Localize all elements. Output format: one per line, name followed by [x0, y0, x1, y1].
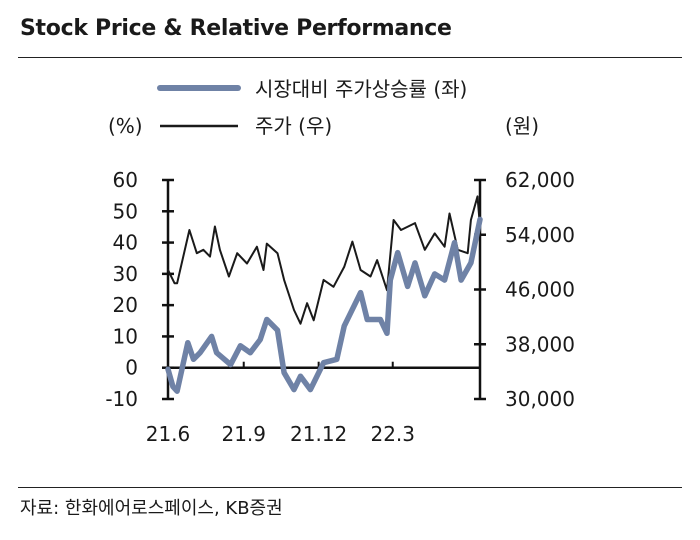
right-tick-label: 54,000 — [505, 223, 575, 247]
right-tick-label: 38,000 — [505, 332, 575, 356]
stock-price-line — [167, 195, 481, 325]
left-axis-unit: (%) — [108, 114, 143, 138]
chart: 시장대비 주가상승률 (좌) 주가 (우) (%) (원) 60 50 40 30 20… — [105, 77, 575, 446]
relative-performance-line — [165, 216, 483, 394]
right-tick-label: 46,000 — [505, 278, 575, 302]
legend-label-relative: 시장대비 주가상승률 (좌) — [255, 77, 467, 101]
legend: 시장대비 주가상승률 (좌) 주가 (우) (%) (원) — [108, 77, 539, 138]
left-tick-label: 30 — [113, 262, 138, 286]
chart-title: Stock Price & Relative Performance — [20, 16, 452, 41]
right-tick-label: 62,000 — [505, 168, 575, 192]
left-tick-label: 50 — [113, 199, 138, 223]
right-axis-unit: (원) — [505, 114, 539, 138]
right-tick-label: 30,000 — [505, 387, 575, 411]
axes: 60 50 40 30 20 10 0 -10 62,000 54,000 46,000 38,000… — [105, 168, 575, 446]
x-tick-label: 21.6 — [146, 422, 191, 446]
left-tick-label: 40 — [113, 231, 138, 255]
legend-label-price: 주가 (우) — [255, 114, 332, 138]
source-note: 자료: 한화에어로스페이스, KB증권 — [20, 498, 283, 519]
x-tick-label: 22.3 — [370, 422, 415, 446]
bottom-divider — [18, 487, 682, 488]
top-divider — [18, 57, 682, 58]
left-tick-label: -10 — [105, 387, 138, 411]
x-tick-label: 21.12 — [290, 422, 347, 446]
series-lines — [165, 195, 483, 394]
left-tick-label: 10 — [113, 324, 138, 348]
left-tick-label: 60 — [113, 168, 138, 192]
x-tick-label: 21.9 — [221, 422, 266, 446]
left-tick-label: 0 — [125, 356, 138, 380]
left-tick-label: 20 — [113, 293, 138, 317]
